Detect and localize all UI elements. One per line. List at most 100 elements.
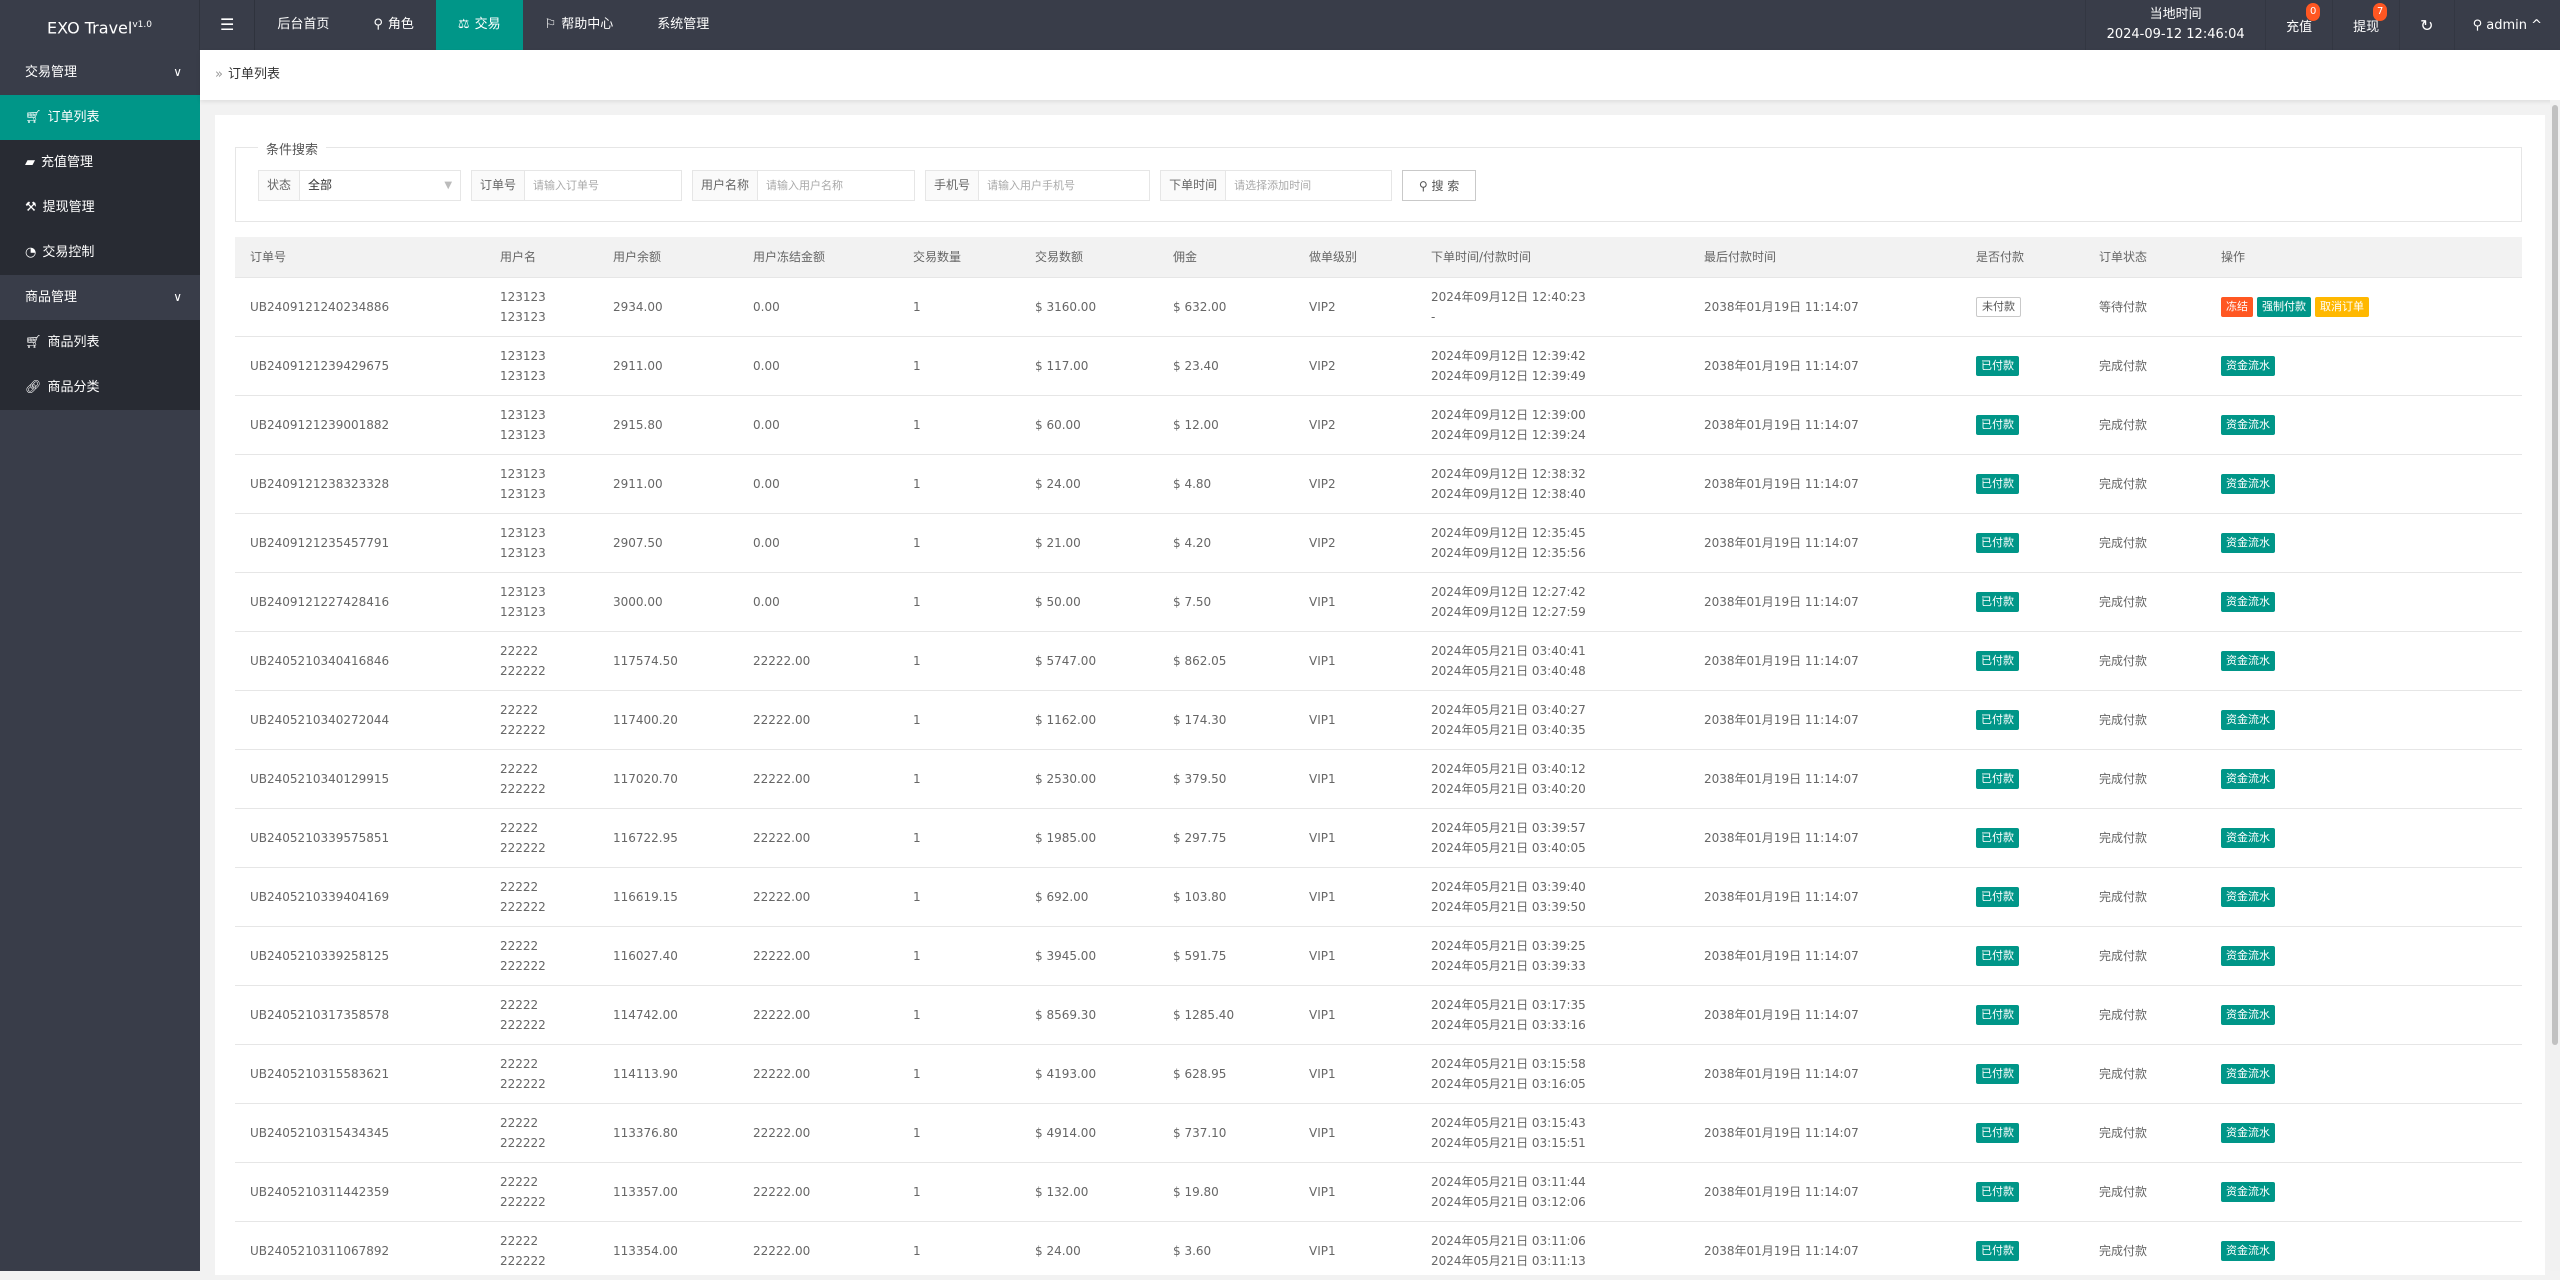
fund-flow-button[interactable]: 资金流水 <box>2221 1182 2275 1202</box>
paid-status-badge: 已付款 <box>1976 828 2019 848</box>
chevron-down-icon: ∨ <box>173 65 182 79</box>
fund-flow-button[interactable]: 资金流水 <box>2221 1123 2275 1143</box>
page-scrollbar[interactable] <box>2550 100 2560 1271</box>
frozen-amount: 22222.00 <box>738 748 898 808</box>
paid-status-badge: 已付款 <box>1976 887 2019 907</box>
fund-flow-button[interactable]: 资金流水 <box>2221 1005 2275 1025</box>
scrollbar-thumb[interactable] <box>2552 105 2558 1045</box>
withdraw-button[interactable]: 提现 7 <box>2332 0 2399 50</box>
paid-status-badge: 已付款 <box>1976 946 2019 966</box>
sidebar-group-trade[interactable]: 交易管理 ∨ <box>0 50 200 95</box>
quantity: 1 <box>898 807 1020 867</box>
column-header: 交易数额 <box>1020 237 1158 277</box>
fund-flow-button[interactable]: 资金流水 <box>2221 1241 2275 1262</box>
table-row: UB2409121227428416 123123 123123 3000.00 0.0… <box>235 571 2522 631</box>
frozen-amount: 22222.00 <box>738 689 898 749</box>
trade-amount: $ 50.00 <box>1020 571 1158 631</box>
header-right: 当地时间 2024-09-12 12:46:04 充值 0 提现 7 ↻ ⚲ admi… <box>2085 0 2560 50</box>
flag-icon: ⚐ <box>544 17 557 32</box>
level: VIP1 <box>1294 866 1416 926</box>
order-id: UB2405210339258125 <box>235 925 485 985</box>
app-logo[interactable]: EXO Travelv1.0 <box>0 0 200 50</box>
time-input[interactable] <box>1226 171 1392 200</box>
paid-cell: 已付款 <box>1961 1220 2084 1280</box>
cancel-order-button[interactable]: 取消订单 <box>2315 297 2369 317</box>
nav-label: 角色 <box>387 17 414 32</box>
search-button-label: 搜 索 <box>1431 179 1460 193</box>
fund-flow-button[interactable]: 资金流水 <box>2221 769 2275 789</box>
trade-amount: $ 3160.00 <box>1020 276 1158 336</box>
order-input[interactable] <box>525 171 682 200</box>
order-pay-time-line1: 2024年09月12日 12:40:23 <box>1431 289 1586 304</box>
trade-amount: $ 1162.00 <box>1020 689 1158 749</box>
chat-icon: ▰ <box>25 155 35 170</box>
hammer-icon: ⚒ <box>25 200 37 215</box>
paid-cell: 已付款 <box>1961 1102 2084 1162</box>
sidebar-item-withdraw[interactable]: ⚒ 提现管理 <box>0 185 200 230</box>
status-select[interactable]: 全部 ▼ <box>300 171 460 200</box>
fund-flow-button[interactable]: 资金流水 <box>2221 1064 2275 1084</box>
recharge-badge: 0 <box>2306 3 2321 21</box>
order-pay-time-line1: 2024年09月12日 12:27:42 <box>1431 584 1586 599</box>
recharge-button[interactable]: 充值 0 <box>2265 0 2332 50</box>
fund-flow-button[interactable]: 资金流水 <box>2221 474 2275 494</box>
frozen-amount: 0.00 <box>738 335 898 395</box>
phone-input[interactable] <box>979 171 1150 200</box>
level: VIP2 <box>1294 453 1416 513</box>
username-input[interactable] <box>758 171 915 200</box>
sidebar-item-goods-list[interactable]: 🛒︎ 商品列表 <box>0 320 200 365</box>
fund-flow-button[interactable]: 资金流水 <box>2221 651 2275 671</box>
sidebar-item-recharge[interactable]: ▰ 充值管理 <box>0 140 200 185</box>
paid-status-badge: 已付款 <box>1976 769 2019 789</box>
fund-flow-button[interactable]: 资金流水 <box>2221 356 2275 376</box>
sidebar-item-orders[interactable]: 🛒︎ 订单列表 <box>0 95 200 140</box>
nav-home[interactable]: 后台首页 <box>255 0 351 50</box>
menu-toggle-button[interactable]: ☰ <box>200 0 256 50</box>
sidebar-group-goods[interactable]: 商品管理 ∨ <box>0 275 200 320</box>
force-pay-button[interactable]: 强制付款 <box>2257 297 2311 317</box>
fund-flow-button[interactable]: 资金流水 <box>2221 828 2275 848</box>
fund-flow-button[interactable]: 资金流水 <box>2221 533 2275 553</box>
commission: $ 379.50 <box>1158 748 1294 808</box>
order-status: 完成付款 <box>2084 571 2206 631</box>
table-row: UB2405210315434345 22222 222222 113376.80 22… <box>235 1102 2522 1162</box>
username-line2: 123123 <box>500 368 546 383</box>
sidebar-item-goods-category[interactable]: 🔗︎ 商品分类 <box>0 365 200 410</box>
last-pay-time: 2038年01月19日 11:14:07 <box>1689 394 1961 454</box>
table-header-row: 订单号 用户名 用户余额 用户冻结金额 交易数量 交易数额 佣金 做单级别 下单时间/付款时间最… <box>235 237 2522 277</box>
level: VIP1 <box>1294 1102 1416 1162</box>
sidebar-item-trade-control[interactable]: ◔ 交易控制 <box>0 230 200 275</box>
level: VIP1 <box>1294 1043 1416 1103</box>
nav-role[interactable]: ⚲ 角色 <box>351 0 436 50</box>
paid-cell: 已付款 <box>1961 925 2084 985</box>
username: 123123 123123 <box>485 453 598 513</box>
refresh-button[interactable]: ↻ <box>2399 0 2453 50</box>
fund-flow-button[interactable]: 资金流水 <box>2221 415 2275 435</box>
fund-flow-button[interactable]: 资金流水 <box>2221 946 2275 966</box>
search-button[interactable]: ⚲ 搜 索 <box>1402 170 1477 201</box>
balance: 2911.00 <box>598 335 738 395</box>
level: VIP1 <box>1294 1220 1416 1280</box>
freeze-button[interactable]: 冻结 <box>2221 297 2253 317</box>
order-status: 完成付款 <box>2084 807 2206 867</box>
commission: $ 628.95 <box>1158 1043 1294 1103</box>
order-id: UB2405210339575851 <box>235 807 485 867</box>
user-menu[interactable]: ⚲ admin ^ <box>2453 0 2560 50</box>
table-row: UB2405210339404169 22222 222222 116619.15 22… <box>235 866 2522 926</box>
fund-flow-button[interactable]: 资金流水 <box>2221 710 2275 730</box>
paid-status-badge: 已付款 <box>1976 415 2019 435</box>
fund-flow-button[interactable]: 资金流水 <box>2221 887 2275 907</box>
frozen-amount: 22222.00 <box>738 866 898 926</box>
table-row: UB2405210311067892 22222 222222 113354.00 22… <box>235 1220 2522 1280</box>
actions-cell: 资金流水 <box>2206 689 2522 749</box>
nav-help[interactable]: ⚐ 帮助中心 <box>523 0 636 50</box>
username: 22222 222222 <box>485 807 598 867</box>
username-line2: 222222 <box>500 663 546 678</box>
fund-flow-button[interactable]: 资金流水 <box>2221 592 2275 612</box>
order-status: 完成付款 <box>2084 512 2206 572</box>
username-line1: 22222 <box>500 643 539 658</box>
nav-system[interactable]: 系统管理 <box>635 0 731 50</box>
level: VIP1 <box>1294 748 1416 808</box>
nav-trade[interactable]: ⚖ 交易 <box>435 0 523 50</box>
last-pay-time: 2038年01月19日 11:14:07 <box>1689 1220 1961 1280</box>
